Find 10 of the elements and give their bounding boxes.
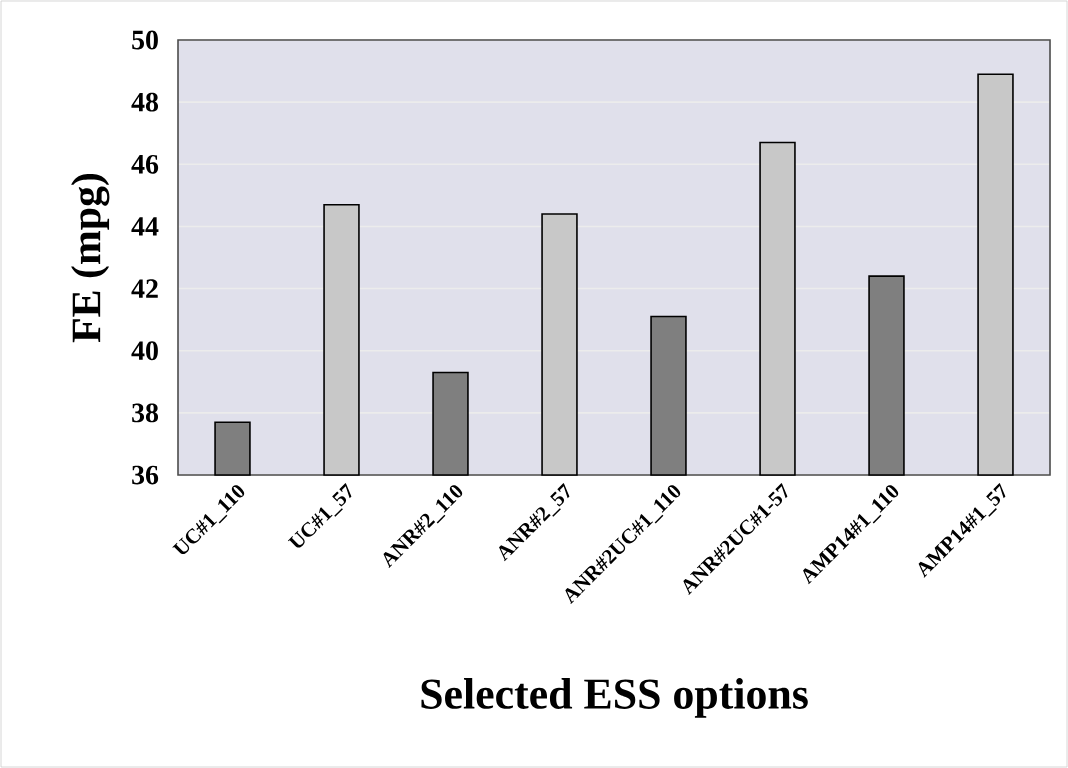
y-tick-label: 44 xyxy=(131,217,159,236)
y-tick-label: 42 xyxy=(131,279,158,298)
y-tick-label: 46 xyxy=(131,154,159,174)
y-tick-label: 36 xyxy=(132,465,159,485)
y-tick-label: 48 xyxy=(131,92,159,112)
y-tick-label: 38 xyxy=(132,403,159,423)
x-axis-title: Selected ESS options xyxy=(421,678,808,718)
y-tick-label: 50 xyxy=(132,30,158,50)
y-axis-title: FE (mpg) xyxy=(71,173,110,343)
y-tick-label: 40 xyxy=(131,341,158,361)
